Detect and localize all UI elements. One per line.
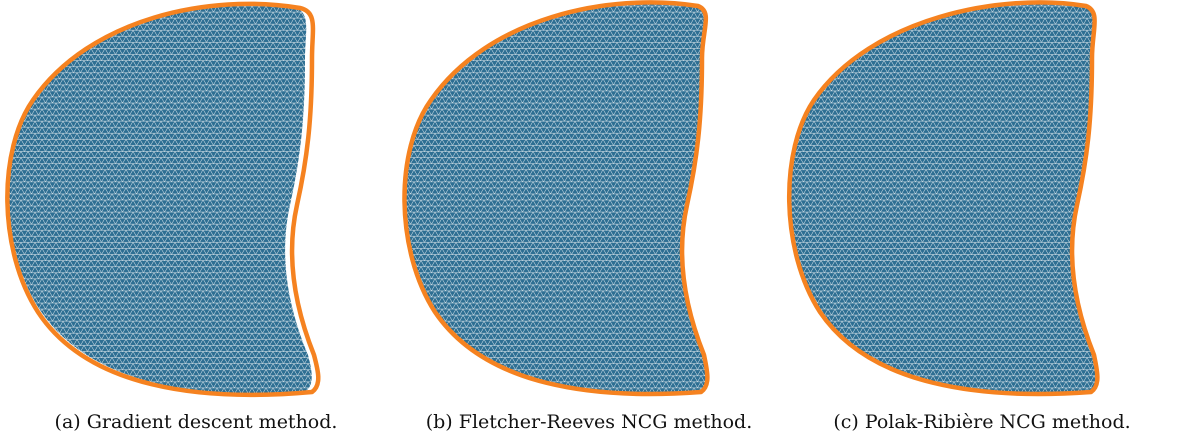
caption: (b) Fletcher-Reeves NCG method. [425, 411, 753, 433]
mesh-region [9, 5, 312, 394]
mesh-region [402, 0, 710, 397]
mesh-figure-b [402, 0, 710, 397]
figure-panel-a: (a) Gradient descent method. [0, 0, 392, 443]
caption: (c) Polak-Ribière NCG method. [833, 411, 1131, 433]
mesh-figure-c [787, 0, 1100, 397]
figure-panel-b: (b) Fletcher-Reeves NCG method. [393, 0, 785, 443]
boundary-curve [5, 1, 321, 398]
caption: (a) Gradient descent method. [54, 411, 338, 433]
mesh-figure-a [5, 1, 321, 398]
figure-panel-c: (c) Polak-Ribière NCG method. [786, 0, 1178, 443]
mesh-region [787, 0, 1100, 397]
